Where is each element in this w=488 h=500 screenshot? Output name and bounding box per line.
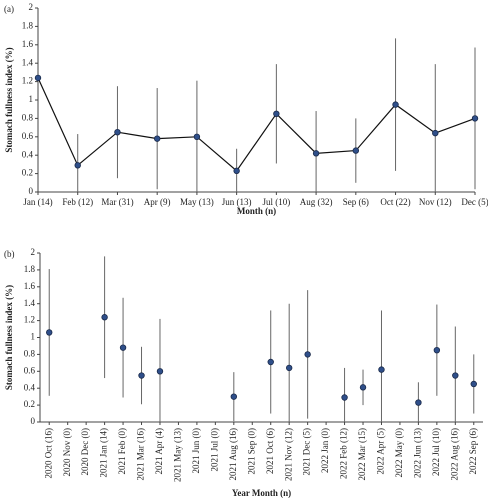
x-axis-label: Month (n) — [237, 206, 276, 216]
data-point — [285, 364, 293, 372]
data-point — [392, 101, 399, 108]
y-tick-label: 1.2 — [22, 76, 33, 86]
x-tick-label: 2021 Jul (0) — [209, 428, 219, 472]
panel-label: (a) — [4, 4, 14, 14]
x-tick-label: Feb (12) — [62, 197, 93, 207]
x-tick-label: 2021 Feb (0) — [117, 428, 127, 475]
x-tick-label: 2020 Dec (0) — [80, 428, 90, 475]
y-tick-label: 1.8 — [24, 264, 36, 274]
x-tick-label: Dec (5) — [461, 197, 488, 207]
x-tick-label: Jun (13) — [222, 197, 252, 207]
error-bars — [77, 38, 476, 192]
y-tick-label: 0 — [31, 416, 36, 426]
x-tick-label: 2022 Sep (6) — [468, 428, 478, 475]
x-tick-label: 2022 Jan (0) — [320, 428, 330, 473]
data-point — [138, 372, 145, 379]
data-point — [193, 133, 201, 140]
y-tick-label: 0.8 — [24, 348, 36, 358]
x-tick-label: Jan (14) — [23, 197, 52, 207]
y-tick-label: 2 — [29, 2, 34, 12]
data-point — [156, 368, 164, 375]
data-point — [230, 393, 238, 400]
y-tick-label: 1.4 — [22, 57, 34, 67]
x-tick-label: Nov (12) — [419, 197, 452, 207]
data-point — [312, 150, 320, 157]
y-tick-label: 0.6 — [24, 365, 36, 375]
x-tick-label: 2021 Apr (4) — [154, 428, 164, 475]
x-tick-label: 2022 Jun (13) — [412, 428, 422, 478]
x-tick-label: 2021 Jun (0) — [191, 428, 201, 474]
y-tick-label: 0.4 — [22, 149, 34, 159]
y-tick-label: 1.6 — [22, 39, 34, 49]
x-tick-label: 2022 Apr (5) — [376, 428, 386, 475]
data-point — [74, 162, 81, 169]
data-point — [153, 135, 161, 142]
x-tick-label: 2022 Feb (12) — [339, 428, 349, 479]
data-point — [359, 384, 367, 391]
y-axis-label: Stomach fullness index (%) — [4, 285, 14, 390]
y-tick-label: 0.2 — [24, 399, 35, 409]
x-tick-label: 2020 Oct (16) — [43, 428, 53, 479]
data-point — [470, 380, 477, 388]
x-tick-label: 2022 Jul (10) — [431, 428, 441, 476]
y-axis-label: Stomach fullness index (%) — [4, 47, 14, 152]
x-tick-label: Oct (22) — [380, 197, 410, 207]
x-tick-label: Apr (9) — [144, 197, 171, 207]
x-tick-label: 2021 Dec (5) — [302, 428, 312, 475]
x-tick-label: 2022 Aug (16) — [449, 428, 459, 481]
data-point — [415, 399, 422, 406]
x-tick-label: 2021 Nov (12) — [283, 428, 293, 481]
data-point — [352, 147, 360, 154]
data-point — [267, 358, 274, 366]
y-tick-label: 1 — [29, 94, 34, 104]
y-tick-label: 0.2 — [22, 168, 33, 178]
x-axis-label: Year Month (n) — [232, 488, 291, 498]
panel-label: (b) — [4, 249, 15, 259]
error-bars — [48, 256, 475, 422]
data-line — [37, 77, 476, 172]
x-tick-label: 2021 Oct (6) — [265, 428, 275, 474]
x-tick-label: 2021 Mar (16) — [136, 428, 146, 481]
data-point — [304, 351, 311, 358]
data-point — [101, 314, 108, 321]
x-tick-label: May (13) — [180, 197, 214, 207]
y-tick-label: 0.8 — [22, 112, 34, 122]
x-tick-label: Sep (6) — [343, 197, 369, 207]
data-point — [114, 128, 121, 136]
y-tick-label: 1.2 — [24, 315, 35, 325]
data-point — [341, 394, 348, 401]
data-point — [378, 366, 385, 373]
y-tick-label: 1 — [31, 332, 36, 342]
data-point — [46, 329, 53, 336]
x-tick-label: 2022 Mar (15) — [357, 428, 367, 481]
data-point — [233, 167, 240, 175]
data-point — [433, 346, 441, 354]
data-point — [34, 74, 42, 82]
x-tick-label: 2022 May (0) — [394, 428, 404, 478]
data-point — [452, 372, 459, 379]
y-tick-label: 1.4 — [24, 298, 36, 308]
y-tick-label: 0.6 — [22, 131, 34, 141]
y-tick-label: 0 — [29, 186, 34, 196]
x-tick-label: 2021 Sep (0) — [246, 428, 256, 475]
data-point — [471, 115, 479, 122]
x-tick-label: Aug (32) — [300, 197, 333, 207]
y-tick-label: 1.8 — [22, 20, 34, 30]
x-tick-label: 2020 Nov (0) — [62, 428, 72, 477]
data-point — [432, 129, 439, 137]
data-point — [273, 110, 280, 117]
x-tick-label: 2021 Aug (16) — [228, 428, 238, 481]
x-tick-label: 2021 May (13) — [173, 428, 183, 482]
x-tick-label: 2021 Jan (14) — [99, 428, 109, 478]
y-tick-label: 1.6 — [24, 281, 36, 291]
y-tick-label: 2 — [31, 247, 36, 257]
x-tick-label: Mar (31) — [101, 197, 133, 207]
y-tick-label: 0.4 — [24, 382, 36, 392]
data-point — [119, 344, 127, 351]
x-tick-label: Jul (10) — [262, 197, 290, 207]
